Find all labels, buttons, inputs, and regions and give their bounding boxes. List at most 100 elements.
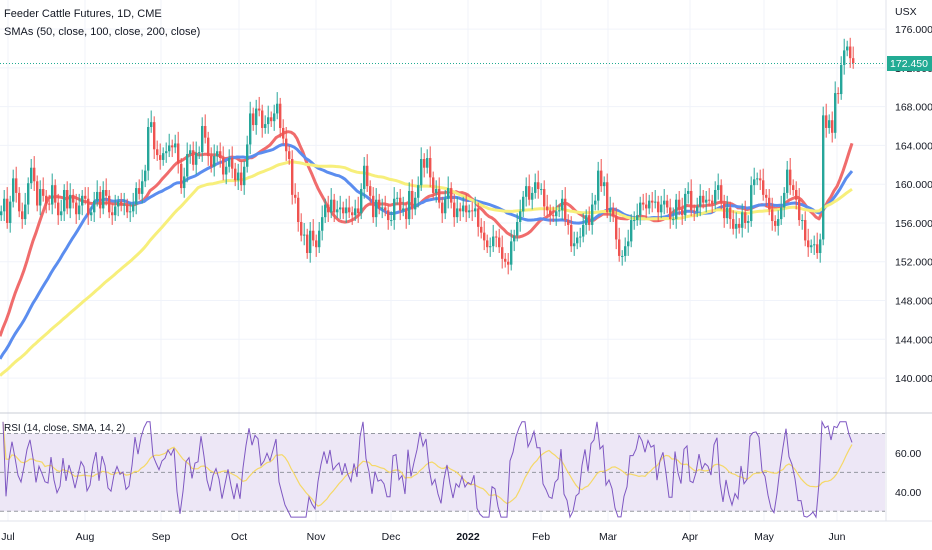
candle[interactable]: [663, 189, 666, 215]
candle[interactable]: [132, 192, 135, 218]
candle[interactable]: [762, 168, 765, 201]
candle[interactable]: [123, 192, 126, 216]
candle[interactable]: [633, 211, 636, 230]
candle[interactable]: [480, 218, 483, 239]
candle[interactable]: [156, 140, 159, 161]
candle[interactable]: [96, 180, 99, 207]
candle[interactable]: [708, 188, 711, 207]
candle[interactable]: [378, 193, 381, 215]
candle[interactable]: [759, 169, 762, 191]
candle[interactable]: [657, 195, 660, 222]
candle[interactable]: [459, 202, 462, 222]
candle[interactable]: [9, 195, 12, 233]
candle[interactable]: [240, 160, 243, 191]
candle[interactable]: [63, 184, 66, 222]
candle[interactable]: [12, 169, 15, 208]
candle[interactable]: [630, 214, 633, 248]
candle[interactable]: [3, 190, 6, 222]
candle[interactable]: [270, 111, 273, 127]
candle[interactable]: [738, 218, 741, 234]
candle[interactable]: [570, 216, 573, 253]
candle[interactable]: [102, 181, 105, 215]
candle[interactable]: [252, 107, 255, 131]
candle[interactable]: [186, 142, 189, 183]
candle[interactable]: [333, 193, 336, 222]
candle[interactable]: [429, 146, 432, 188]
candle[interactable]: [699, 184, 702, 217]
candle[interactable]: [87, 187, 90, 225]
candle[interactable]: [135, 182, 138, 215]
candle[interactable]: [750, 176, 753, 227]
candle[interactable]: [594, 194, 597, 211]
candle[interactable]: [645, 192, 648, 219]
candle[interactable]: [534, 173, 537, 199]
candle[interactable]: [462, 196, 465, 218]
candle[interactable]: [615, 207, 618, 250]
candle[interactable]: [243, 160, 246, 195]
candle[interactable]: [180, 158, 183, 194]
candle[interactable]: [261, 104, 264, 138]
candle[interactable]: [561, 190, 564, 221]
candle[interactable]: [624, 237, 627, 262]
candle[interactable]: [39, 180, 42, 216]
candle[interactable]: [603, 176, 606, 196]
candle[interactable]: [483, 221, 486, 251]
candle[interactable]: [42, 177, 45, 202]
candle[interactable]: [510, 229, 513, 271]
candle[interactable]: [405, 202, 408, 229]
candle[interactable]: [720, 179, 723, 210]
candle[interactable]: [474, 196, 477, 218]
candle[interactable]: [447, 176, 450, 209]
candle[interactable]: [711, 194, 714, 214]
candle[interactable]: [312, 219, 315, 247]
candle[interactable]: [525, 177, 528, 207]
candle[interactable]: [60, 199, 63, 222]
candle[interactable]: [57, 193, 60, 225]
rsi-axis[interactable]: 40.00 60.00: [895, 448, 921, 499]
candle[interactable]: [84, 187, 87, 205]
candle[interactable]: [138, 179, 141, 200]
candle[interactable]: [795, 181, 798, 210]
candle[interactable]: [414, 191, 417, 216]
candle[interactable]: [705, 190, 708, 213]
candle[interactable]: [318, 221, 321, 254]
candle[interactable]: [165, 142, 168, 163]
candle[interactable]: [627, 229, 630, 256]
candle[interactable]: [129, 202, 132, 222]
candle[interactable]: [591, 192, 594, 235]
candle[interactable]: [702, 190, 705, 209]
candle[interactable]: [48, 194, 51, 211]
candle[interactable]: [651, 191, 654, 213]
candle[interactable]: [267, 105, 270, 134]
candle[interactable]: [294, 183, 297, 204]
candle[interactable]: [648, 194, 651, 215]
candle[interactable]: [636, 203, 639, 226]
candle[interactable]: [81, 190, 84, 216]
candle[interactable]: [204, 114, 207, 144]
candle[interactable]: [582, 213, 585, 243]
candle[interactable]: [609, 196, 612, 222]
candle[interactable]: [108, 190, 111, 219]
candle[interactable]: [342, 201, 345, 220]
candle[interactable]: [258, 96, 261, 117]
candle[interactable]: [372, 187, 375, 223]
candle[interactable]: [255, 99, 258, 135]
candle[interactable]: [303, 222, 306, 246]
candle[interactable]: [804, 211, 807, 247]
candle[interactable]: [564, 187, 567, 226]
candle[interactable]: [513, 229, 516, 252]
candle[interactable]: [321, 205, 324, 241]
candle[interactable]: [159, 143, 162, 170]
candle[interactable]: [741, 203, 744, 238]
candle[interactable]: [555, 199, 558, 226]
candle[interactable]: [777, 210, 780, 236]
candle[interactable]: [465, 193, 468, 222]
candle[interactable]: [390, 211, 393, 226]
candle[interactable]: [528, 174, 531, 206]
candle[interactable]: [207, 131, 210, 166]
candle[interactable]: [690, 179, 693, 217]
candle[interactable]: [681, 197, 684, 225]
candle[interactable]: [45, 190, 48, 214]
candle[interactable]: [300, 213, 303, 242]
